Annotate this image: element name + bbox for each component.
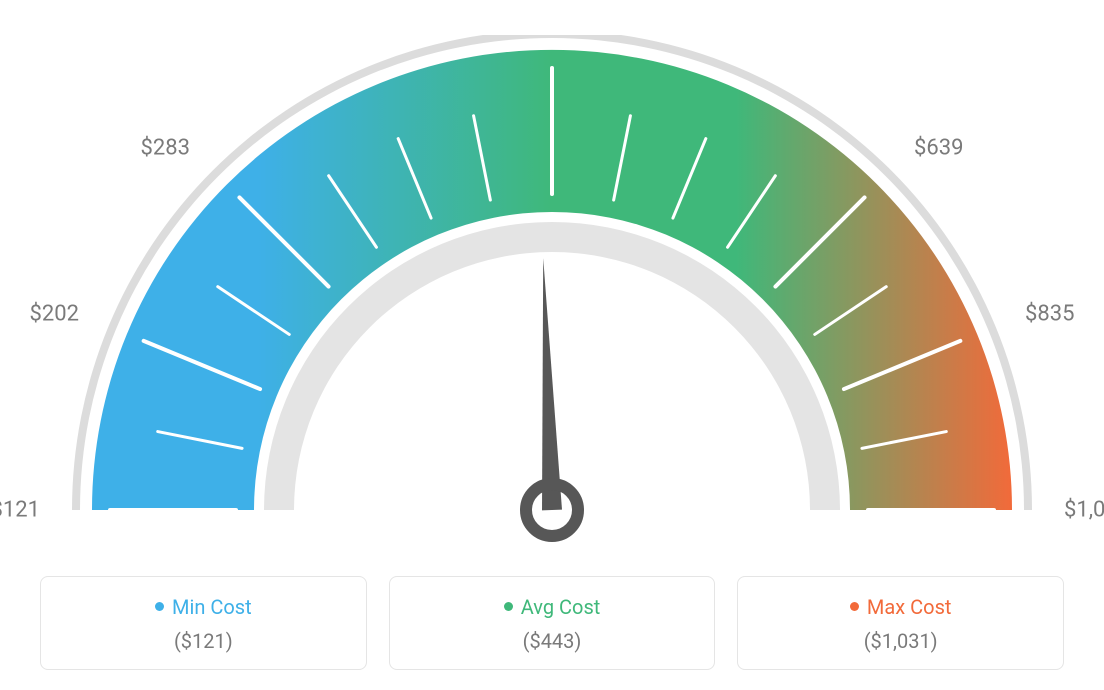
gauge-tick-label: $202 [30,302,79,327]
legend-value-max: ($1,031) [748,629,1053,653]
legend-row: Min Cost ($121) Avg Cost ($443) Max Cost… [40,576,1064,670]
legend-title-max-text: Max Cost [867,595,952,619]
gauge-svg [42,35,1062,560]
legend-title-avg: Avg Cost [400,595,705,619]
legend-value-avg: ($443) [400,629,705,653]
gauge-tick-label: $283 [140,135,189,160]
dot-icon-avg [504,602,513,611]
legend-card-min: Min Cost ($121) [40,576,367,670]
gauge-tick-label: $639 [914,135,963,160]
legend-title-min-text: Min Cost [172,595,252,619]
gauge-tick-label: $121 [0,498,40,523]
dot-icon-max [850,602,859,611]
gauge-tick-label: $835 [1025,302,1074,327]
legend-title-min: Min Cost [51,595,356,619]
legend-card-avg: Avg Cost ($443) [389,576,716,670]
legend-card-max: Max Cost ($1,031) [737,576,1064,670]
gauge-tick-label: $1,031 [1064,498,1104,523]
legend-value-min: ($121) [51,629,356,653]
dot-icon-min [155,602,164,611]
gauge-chart: $121$202$283$443$639$835$1,031 [0,0,1104,560]
legend-title-max: Max Cost [748,595,1053,619]
legend-title-avg-text: Avg Cost [521,595,601,619]
